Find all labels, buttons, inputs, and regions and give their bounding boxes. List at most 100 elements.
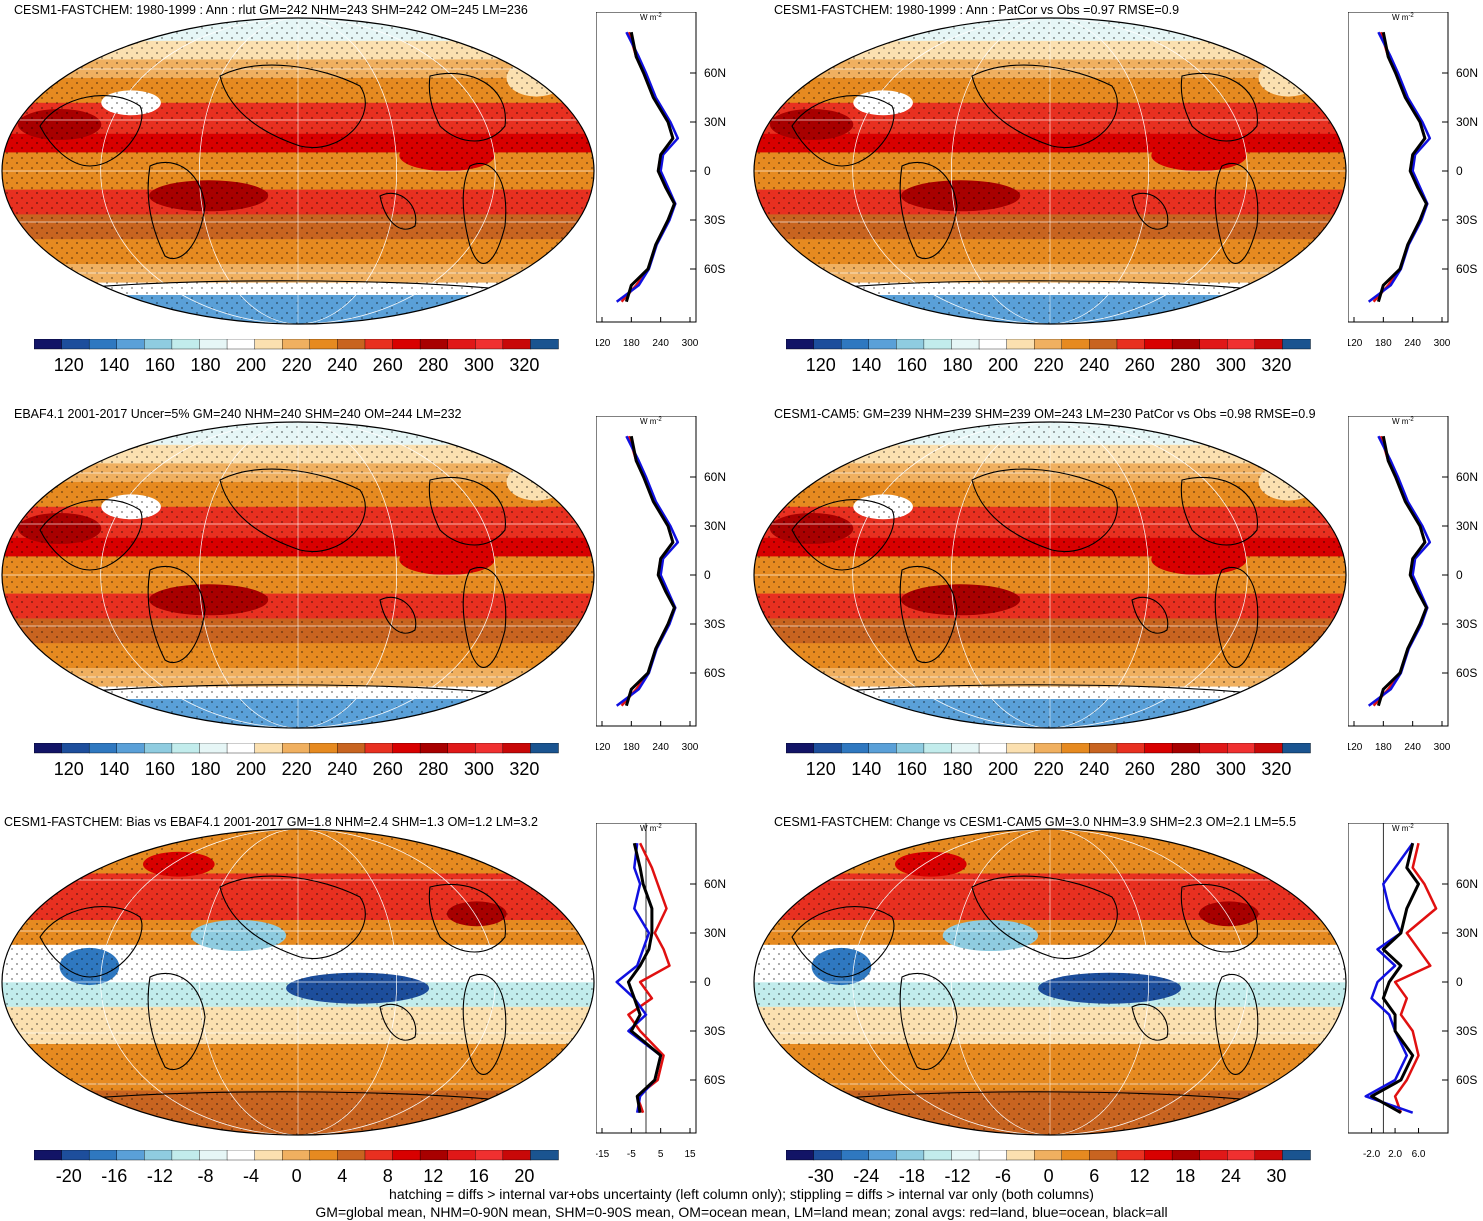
graticule-lon: [198, 422, 398, 728]
zonal-land-line: [620, 31, 677, 303]
colorbar-swatch: [1282, 339, 1311, 350]
zonal-x-label: -2.0: [1363, 1149, 1381, 1158]
colorbar-tick-label: 140: [99, 759, 129, 779]
map-border: [753, 828, 1347, 1136]
colorbar-swatch: [309, 1150, 339, 1161]
colorbar-tick-label: 200: [988, 355, 1018, 375]
lat-label: 60S: [704, 1073, 725, 1087]
zonal-all-line: [1376, 31, 1428, 303]
zonal-land-line: [1372, 31, 1429, 303]
colorbar-swatch: [282, 339, 311, 350]
colorbar-tick-label: 200: [236, 355, 266, 375]
zonal-x-label: 240: [652, 742, 669, 751]
zonal-x-label: 120: [1348, 338, 1363, 347]
colorbar-swatch: [1144, 1150, 1173, 1161]
colorbar-tick-label: -12: [944, 1166, 970, 1186]
colorbar-swatch: [364, 743, 394, 754]
zonal-x-label: 5: [658, 1149, 664, 1158]
colorbar-tick-label: 200: [988, 759, 1018, 779]
zonal-frame: [1348, 823, 1449, 1134]
zonal-land-line: [1393, 842, 1438, 1114]
colorbar-swatch: [813, 339, 842, 350]
colorbar-swatch: [786, 1150, 815, 1161]
colorbar-tick-label: 200: [236, 759, 266, 779]
colorbar-swatch: [868, 743, 898, 754]
colorbar: 120 140 160 180 200 220 240 260 280 300 320: [34, 743, 559, 779]
colorbar-tick-label: -30: [808, 1166, 834, 1186]
map-border: [1, 17, 595, 325]
colorbar-swatch: [34, 1150, 63, 1161]
colorbar: 120 140 160 180 200 220 240 260 280 300 320: [786, 339, 1311, 375]
colorbar-swatch: [419, 743, 449, 754]
graticule-lon: [198, 829, 398, 1135]
lat-label: 0: [704, 164, 711, 178]
colorbar-swatch: [419, 339, 449, 350]
coastline: [39, 499, 143, 571]
colorbar-swatch: [447, 1150, 476, 1161]
lat-label: 30N: [704, 926, 726, 940]
coastline: [791, 906, 895, 978]
zonal-land-line: [620, 435, 677, 707]
colorbar: 120 140 160 180 200 220 240 260 280 300 320: [786, 743, 1311, 779]
colorbar-tick-label: 320: [1261, 759, 1291, 779]
colorbar-swatch: [1034, 1150, 1063, 1161]
map-border: [1, 421, 595, 729]
panel-title: EBAF4.1 2001-2017 Uncer=5% GM=240 NHM=24…: [14, 407, 462, 421]
colorbar-tick-label: 4: [337, 1166, 347, 1186]
zonal-x-label: 300: [682, 338, 699, 347]
colorbar-tick-label: 160: [145, 355, 175, 375]
colorbar-tick-label: 260: [1125, 355, 1155, 375]
lat-label: 0: [704, 975, 711, 989]
colorbar-swatch: [1034, 743, 1063, 754]
zonal-x-label: 240: [652, 338, 669, 347]
colorbar-tick-label: 120: [54, 759, 84, 779]
coastline: [428, 476, 506, 546]
colorbar-tick-label: 16: [469, 1166, 489, 1186]
lat-label: 30S: [704, 617, 725, 631]
lat-label: 0: [704, 568, 711, 582]
colorbar-swatch: [1089, 339, 1118, 350]
colorbar-swatch: [1282, 1150, 1311, 1161]
zonal-x-label: -15: [596, 1149, 610, 1158]
colorbar-swatch: [978, 339, 1008, 350]
colorbar-swatch: [1227, 339, 1256, 350]
colorbar-swatch: [392, 339, 421, 350]
colorbar-swatch: [1061, 1150, 1091, 1161]
colorbar-swatch: [1116, 1150, 1146, 1161]
coastline: [219, 64, 366, 149]
colorbar-swatch: [1006, 1150, 1035, 1161]
colorbar-tick-label: -4: [243, 1166, 259, 1186]
graticule-lon: [198, 18, 398, 324]
zonal-all-line: [1376, 435, 1428, 707]
colorbar-tick-label: 160: [897, 355, 927, 375]
colorbar-tick-label: 180: [942, 759, 972, 779]
colorbar-swatch: [1199, 743, 1228, 754]
colorbar-swatch: [392, 743, 421, 754]
zonal-x-label: 2.0: [1388, 1149, 1402, 1158]
colorbar-swatch: [364, 339, 394, 350]
colorbar-swatch: [502, 743, 532, 754]
colorbar-swatch: [840, 339, 870, 350]
lat-label: 60N: [704, 470, 726, 484]
lat-label: 60S: [1456, 262, 1477, 276]
coastline: [462, 973, 507, 1075]
footnote-legend: GM=global mean, NHM=0-90N mean, SHM=0-90…: [315, 1204, 1168, 1220]
colorbar-swatch: [171, 1150, 201, 1161]
coastline: [379, 1003, 417, 1041]
colorbar-tick-label: 300: [1216, 759, 1246, 779]
colorbar-swatch: [1254, 339, 1284, 350]
zonal-ocean-line: [615, 435, 680, 707]
colorbar-tick-label: 320: [509, 759, 539, 779]
zonal-all-line: [626, 842, 663, 1113]
zonal-mean-plot: W m-2 60N 30N 0 30S 60S 120 180 240 300: [596, 12, 726, 347]
colorbar-tick-label: 180: [190, 759, 220, 779]
zonal-x-label: 6.0: [1412, 1149, 1426, 1158]
colorbar-swatch: [199, 743, 228, 754]
colorbar-tick-label: 240: [327, 355, 357, 375]
zonal-units: W m-2: [640, 417, 662, 426]
zonal-x-label: 300: [682, 742, 699, 751]
coastline: [1180, 883, 1258, 953]
coastline: [1214, 973, 1259, 1075]
global-map: [753, 17, 1347, 325]
zonal-x-label: 300: [1434, 742, 1451, 751]
